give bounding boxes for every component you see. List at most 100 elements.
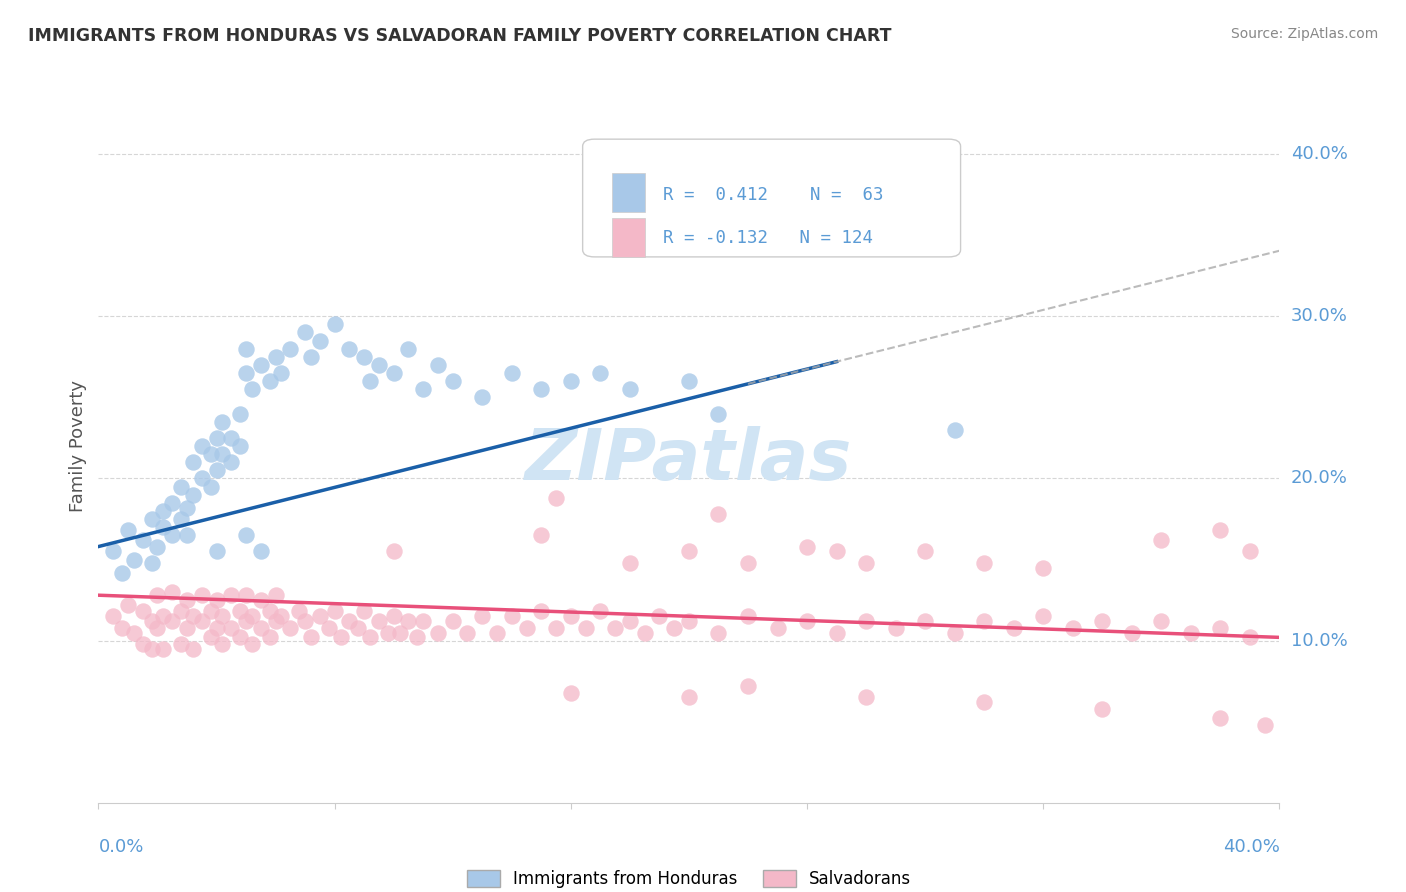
Point	[191, 471, 214, 485]
Text: ZIPatlas: ZIPatlas	[526, 425, 852, 495]
Point	[294, 614, 316, 628]
Point	[170, 604, 193, 618]
Text: 40.0%: 40.0%	[1223, 838, 1279, 856]
Point	[200, 604, 222, 618]
Point	[288, 604, 311, 618]
Point	[1150, 533, 1173, 547]
Point	[1091, 614, 1114, 628]
Point	[359, 631, 381, 645]
Point	[353, 604, 375, 618]
Point	[235, 366, 257, 380]
Point	[737, 609, 759, 624]
Point	[1209, 524, 1232, 538]
Point	[973, 614, 995, 628]
Point	[589, 366, 612, 380]
Point	[250, 593, 273, 607]
Point	[205, 593, 228, 607]
Point	[737, 679, 759, 693]
Point	[664, 621, 686, 635]
Point	[152, 504, 174, 518]
Point	[914, 614, 936, 628]
Point	[825, 625, 848, 640]
Point	[396, 342, 419, 356]
FancyBboxPatch shape	[582, 139, 960, 257]
Point	[427, 625, 450, 640]
Point	[382, 366, 405, 380]
Point	[111, 566, 134, 580]
Point	[441, 374, 464, 388]
Point	[337, 342, 360, 356]
Point	[229, 439, 252, 453]
Point	[560, 685, 582, 699]
Point	[309, 609, 332, 624]
Point	[323, 318, 346, 332]
Point	[200, 479, 222, 493]
Point	[103, 544, 125, 558]
Point	[530, 528, 553, 542]
Point	[181, 609, 204, 624]
Point	[884, 621, 907, 635]
Point	[1121, 625, 1143, 640]
Point	[219, 588, 242, 602]
Point	[560, 609, 582, 624]
Point	[219, 621, 242, 635]
Point	[501, 609, 523, 624]
Point	[235, 588, 257, 602]
Point	[299, 350, 322, 364]
Point	[368, 358, 391, 372]
Point	[181, 455, 204, 469]
Point	[270, 366, 292, 380]
Point	[707, 507, 730, 521]
Point	[141, 614, 163, 628]
Text: 40.0%: 40.0%	[1291, 145, 1347, 163]
Point	[337, 614, 360, 628]
Point	[1150, 614, 1173, 628]
Point	[619, 556, 641, 570]
Point	[200, 447, 222, 461]
Point	[515, 621, 537, 635]
Bar	[612, 218, 645, 257]
Point	[162, 585, 183, 599]
Text: 10.0%: 10.0%	[1291, 632, 1347, 649]
Point	[796, 614, 818, 628]
Point	[250, 621, 273, 635]
Point	[943, 625, 966, 640]
Point	[544, 621, 567, 635]
Point	[152, 641, 174, 656]
Point	[412, 382, 434, 396]
Point	[176, 528, 198, 542]
Text: 0.0%: 0.0%	[98, 838, 143, 856]
Point	[294, 326, 316, 340]
Point	[141, 556, 163, 570]
Point	[347, 621, 370, 635]
Point	[299, 631, 322, 645]
Point	[170, 512, 193, 526]
Point	[122, 625, 145, 640]
Point	[855, 556, 877, 570]
Point	[1002, 621, 1025, 635]
Point	[943, 423, 966, 437]
Point	[250, 544, 273, 558]
Point	[211, 609, 233, 624]
Point	[117, 524, 139, 538]
Point	[973, 556, 995, 570]
Point	[619, 382, 641, 396]
Point	[191, 439, 214, 453]
Point	[471, 390, 494, 404]
Point	[162, 614, 183, 628]
Point	[1032, 560, 1054, 574]
Point	[132, 604, 155, 618]
Point	[605, 621, 627, 635]
Point	[359, 374, 381, 388]
Point	[377, 625, 399, 640]
Point	[278, 342, 302, 356]
Point	[259, 374, 281, 388]
Point	[152, 520, 174, 534]
Point	[382, 544, 405, 558]
Point	[191, 588, 214, 602]
Point	[259, 631, 281, 645]
Bar	[612, 173, 645, 212]
Point	[219, 431, 242, 445]
Point	[973, 695, 995, 709]
Point	[1180, 625, 1202, 640]
